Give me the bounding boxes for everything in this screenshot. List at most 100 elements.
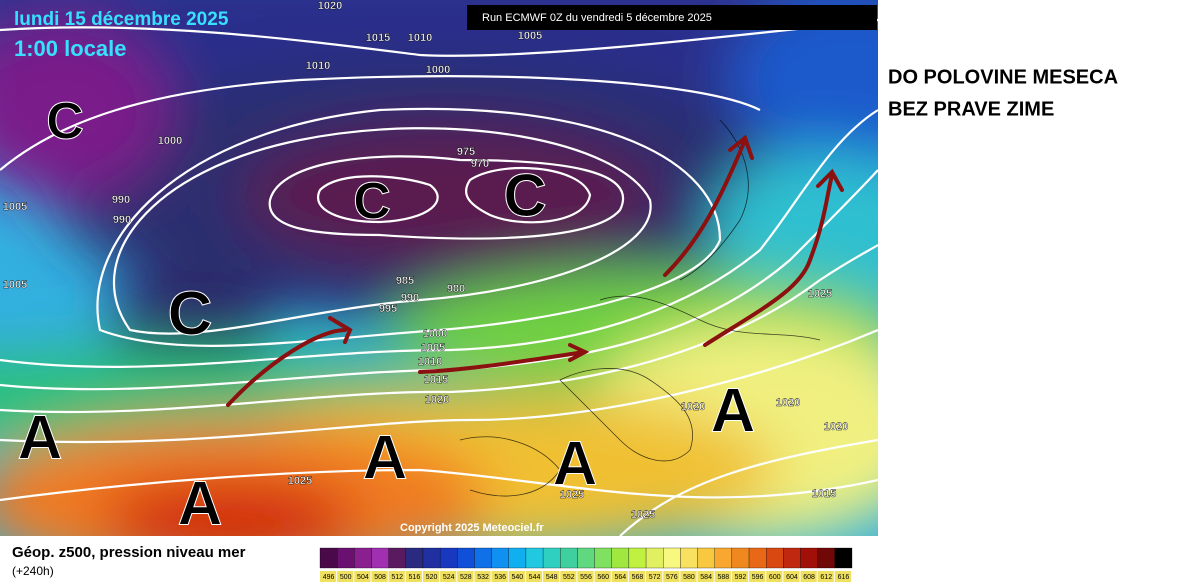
- colorbar-cell: [766, 547, 784, 569]
- isobar-label: 990: [113, 214, 131, 226]
- isobar-label: 985: [396, 275, 414, 287]
- isobar-label: 1000: [158, 135, 182, 147]
- colorbar-label-bg: [405, 571, 422, 582]
- colorbar-cell: [542, 547, 561, 569]
- colorbar-cell: [748, 547, 767, 569]
- colorbar-label: 520: [426, 574, 438, 581]
- colorbar-label-bg: [749, 571, 766, 582]
- colorbar-label: 604: [786, 574, 798, 581]
- colorbar-label-bg: [525, 571, 543, 582]
- isobar-label: 1020: [681, 401, 705, 413]
- colorbar-cell: [371, 547, 389, 569]
- isobar-label: 1005: [421, 342, 445, 354]
- pressure-center: A: [711, 376, 756, 445]
- colorbar-label-bg: [663, 571, 680, 582]
- isobar-label: 975: [457, 146, 475, 158]
- isobar-label: 995: [379, 303, 397, 315]
- isobar-label: 1010: [408, 32, 432, 44]
- isobar-label: 990: [401, 292, 419, 304]
- colorbar-cell: [354, 547, 372, 569]
- colorbar-label: 572: [649, 574, 661, 581]
- isobar-label: 1025: [631, 509, 655, 521]
- isobar-label: 1005: [518, 30, 542, 42]
- colorbar-cell: [834, 547, 853, 569]
- colorbar-cell: [560, 547, 578, 569]
- date: lundi 15 décembre 2025: [14, 9, 229, 30]
- isobar-label: 1020: [824, 421, 848, 433]
- isobar-label: 1015: [366, 32, 390, 44]
- colorbar-label-bg: [491, 571, 508, 582]
- isobar-label: 1010: [418, 356, 442, 368]
- isobar-label: 1025: [560, 489, 584, 501]
- colorbar-label-bg: [628, 571, 646, 582]
- colorbar-label-bg: [800, 571, 817, 582]
- colorbar-cell: [611, 547, 630, 569]
- colorbar-label-bg: [577, 571, 594, 582]
- colorbar-label-bg: [834, 571, 851, 582]
- colorbar-label-bg: [714, 571, 731, 582]
- isobar-label: 1005: [3, 201, 27, 213]
- pressure-center: A: [553, 429, 598, 498]
- colorbar-label: 504: [357, 574, 369, 581]
- isobar-label: 1020: [425, 394, 449, 406]
- colorbar-label: 528: [460, 574, 472, 581]
- colorbar-label: 496: [323, 574, 335, 581]
- colorbar-label: 576: [666, 574, 678, 581]
- colorbar-label-bg: [611, 571, 628, 582]
- colorbar-cell: [680, 547, 698, 569]
- colorbar-cell: [697, 547, 715, 569]
- colorbar-cell: [491, 547, 509, 569]
- colorbar-cell: [594, 547, 612, 569]
- colorbar-label-bg: [697, 571, 714, 582]
- colorbar-cell: [439, 547, 458, 569]
- colorbar-label: 524: [443, 574, 455, 581]
- isobar-label: 1010: [306, 60, 330, 72]
- run-banner: [467, 5, 877, 30]
- colorbar-label: 540: [512, 574, 524, 581]
- colorbar-cell: [628, 547, 647, 569]
- colorbar-cell: [577, 547, 595, 569]
- colorbar-label-bg: [440, 571, 457, 582]
- colorbar-label: 532: [477, 574, 489, 581]
- pressure-center: C: [168, 279, 213, 348]
- colorbar-label: 568: [632, 574, 644, 581]
- colorbar-label: 584: [700, 574, 712, 581]
- colorbar-label: 600: [769, 574, 781, 581]
- time: 1:00 locale: [14, 36, 127, 61]
- colorbar-label: 548: [546, 574, 558, 581]
- pressure-center: C: [503, 162, 546, 229]
- colorbar-label: 608: [803, 574, 815, 581]
- colorbar-cell: [663, 547, 681, 569]
- colorbar-label-bg: [766, 571, 783, 582]
- isobar-label: 1015: [424, 374, 448, 386]
- isobar-label: 1015: [812, 488, 836, 500]
- colorbar-label: 580: [683, 574, 695, 581]
- colorbar-label-bg: [388, 571, 405, 582]
- colorbar-cell: [731, 547, 750, 569]
- pressure-center: C: [46, 93, 84, 151]
- coastlines: [459, 119, 821, 497]
- colorbar-label: 596: [752, 574, 764, 581]
- colorbar-label-bg: [543, 571, 560, 582]
- caption-line: BEZ PRAVE ZIME: [888, 98, 1054, 120]
- colorbar-label-bg: [560, 571, 577, 582]
- colorbar-label: 616: [838, 574, 850, 581]
- copyright: Copyright 2025 Meteociel.fr: [400, 522, 544, 534]
- colorbar-label-bg: [457, 571, 474, 582]
- isobar-label: 990: [112, 194, 130, 206]
- colorbar-label: 560: [597, 574, 609, 581]
- colorbar-cell: [783, 547, 801, 569]
- colorbar-cell: [405, 547, 424, 569]
- colorbar-cell: [388, 547, 406, 569]
- colorbar-label-bg: [422, 571, 440, 582]
- colorbar-label-bg: [594, 571, 611, 582]
- colorbar-label: 588: [717, 574, 729, 581]
- isobar-label: 1020: [776, 397, 800, 409]
- isobars: [0, 18, 878, 536]
- colorbar-label-bg: [354, 571, 371, 582]
- colorbar-cell: [800, 547, 818, 569]
- colorbar-cell: [422, 547, 441, 569]
- run-info: Run ECMWF 0Z du vendredi 5 décembre 2025: [482, 12, 712, 24]
